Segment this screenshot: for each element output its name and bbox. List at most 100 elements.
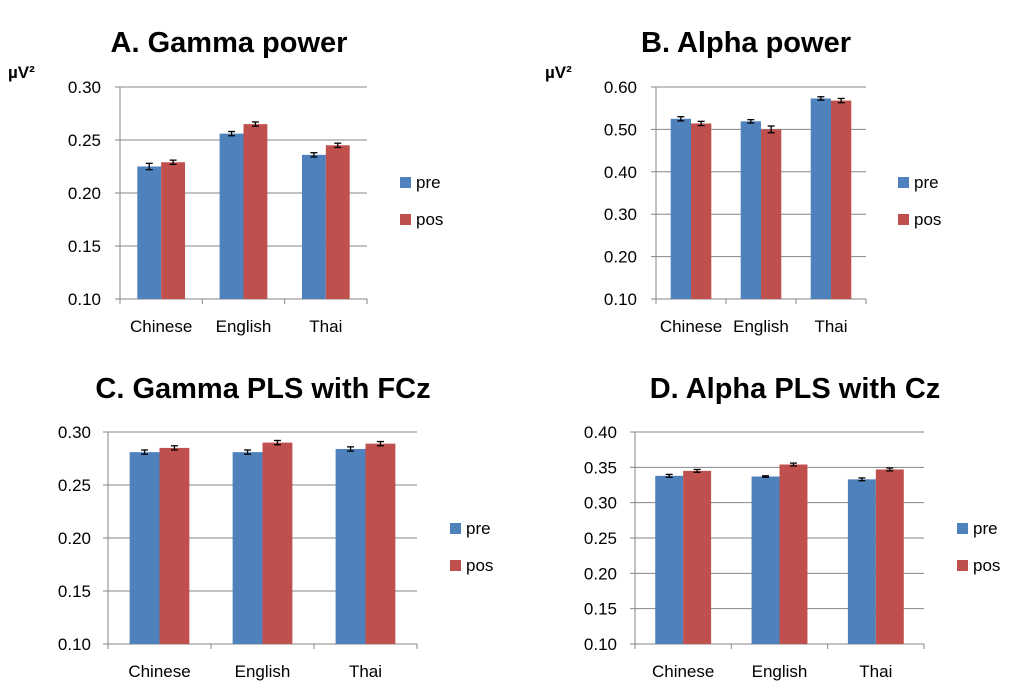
error-bar (789, 462, 797, 467)
error-bar (347, 446, 355, 452)
legend-swatch-pos (400, 214, 411, 225)
bar-pre-thai (847, 479, 876, 644)
y-tick-label: 0.25 (58, 476, 91, 495)
chart-panel-1: A. Gamma power µV² 0.10 0.15 0.20 0.25 0.30 Chi… (8, 27, 443, 336)
y-tick-label: 0.10 (58, 635, 91, 654)
bar-pre-chinese (670, 118, 691, 299)
bar-pre-chinese (137, 166, 162, 299)
error-bar (251, 121, 259, 127)
error-bar (273, 439, 281, 446)
bar-pre-english (232, 452, 263, 644)
error-bar (697, 120, 705, 127)
error-bar (762, 475, 770, 478)
legend-swatch-pre (898, 177, 909, 188)
bar-pos-english (761, 129, 782, 299)
y-tick-label: 0.20 (604, 248, 637, 267)
legend-label-pre: pre (466, 519, 491, 538)
x-category-label: Chinese (130, 317, 192, 336)
y-tick-label: 0.25 (68, 131, 101, 150)
bar-pos-thai (831, 100, 852, 300)
error-bar (837, 97, 845, 104)
chart-panel-3: C. Gamma PLS with FCz 0.10 0.15 0.20 0.25 0.3… (58, 373, 494, 681)
y-axis-unit-label: µV² (545, 63, 572, 82)
x-category-label: English (752, 662, 808, 681)
error-bar (228, 130, 236, 137)
error-bar (747, 118, 755, 124)
y-axis-unit-label: µV² (8, 63, 35, 82)
y-tick-label: 0.40 (584, 423, 617, 442)
x-category-label: Thai (814, 317, 847, 336)
x-category-label: Chinese (652, 662, 714, 681)
legend-label-pos: pos (416, 210, 443, 229)
bar-pre-chinese (655, 475, 684, 644)
y-tick-label: 0.30 (584, 494, 617, 513)
bar-pos-thai (325, 145, 350, 299)
y-tick-label: 0.10 (584, 635, 617, 654)
bar-pos-thai (365, 443, 396, 644)
legend-swatch-pos (957, 560, 968, 571)
error-bar (767, 125, 775, 134)
y-tick-label: 0.50 (604, 120, 637, 139)
error-bar (244, 449, 252, 455)
y-tick-label: 0.35 (584, 458, 617, 477)
legend-label-pre: pre (416, 173, 441, 192)
chart-title: D. Alpha PLS with Cz (650, 373, 941, 405)
legend-label-pre: pre (973, 519, 998, 538)
y-tick-label: 0.20 (584, 564, 617, 583)
bar-pre-thai (810, 98, 831, 299)
y-tick-label: 0.30 (68, 78, 101, 97)
error-bar (665, 473, 673, 478)
bar-pos-chinese (691, 123, 712, 300)
error-bar (170, 445, 178, 451)
y-tick-label: 0.15 (58, 582, 91, 601)
y-tick-label: 0.60 (604, 78, 637, 97)
y-tick-label: 0.15 (584, 600, 617, 619)
bar-pre-english (219, 133, 244, 299)
bar-pre-english (740, 121, 761, 300)
error-bar (145, 162, 153, 171)
legend-swatch-pre (957, 523, 968, 534)
bar-pos-english (243, 124, 268, 299)
bar-pos-chinese (159, 447, 190, 644)
error-bar (858, 477, 866, 482)
y-tick-label: 0.10 (604, 290, 637, 309)
bar-pos-thai (875, 469, 904, 644)
error-bar (886, 467, 894, 472)
legend-swatch-pos (450, 560, 461, 571)
x-category-label: Chinese (128, 662, 190, 681)
y-tick-label: 0.30 (604, 205, 637, 224)
y-tick-label: 0.10 (68, 290, 101, 309)
bar-pre-chinese (129, 452, 160, 644)
error-bar (334, 142, 342, 149)
error-bar (677, 116, 685, 122)
x-category-label: English (216, 317, 272, 336)
legend-swatch-pre (450, 523, 461, 534)
chart-panel-4: D. Alpha PLS with Cz 0.10 0.15 0.20 0.25 0.30… (584, 373, 1001, 681)
error-bar (169, 159, 177, 166)
bar-pos-chinese (161, 162, 186, 299)
error-bar (817, 96, 825, 101)
bar-pos-chinese (683, 470, 712, 644)
x-category-label: Chinese (660, 317, 722, 336)
legend-label-pos: pos (466, 556, 493, 575)
legend-swatch-pre (400, 177, 411, 188)
error-bar (310, 152, 318, 158)
y-tick-label: 0.30 (58, 423, 91, 442)
legend-label-pre: pre (914, 173, 939, 192)
legend-label-pos: pos (914, 210, 941, 229)
y-tick-label: 0.20 (58, 529, 91, 548)
bar-pre-thai (301, 154, 326, 299)
y-tick-label: 0.40 (604, 163, 637, 182)
x-category-label: English (733, 317, 789, 336)
bar-pos-english (262, 442, 293, 644)
chart-title: C. Gamma PLS with FCz (95, 373, 430, 405)
x-category-label: Thai (859, 662, 892, 681)
error-bar (693, 468, 701, 473)
bar-pos-english (779, 464, 808, 644)
y-tick-label: 0.20 (68, 184, 101, 203)
y-tick-label: 0.25 (584, 529, 617, 548)
x-category-label: Thai (349, 662, 382, 681)
chart-title: A. Gamma power (111, 27, 348, 59)
x-category-label: English (235, 662, 291, 681)
